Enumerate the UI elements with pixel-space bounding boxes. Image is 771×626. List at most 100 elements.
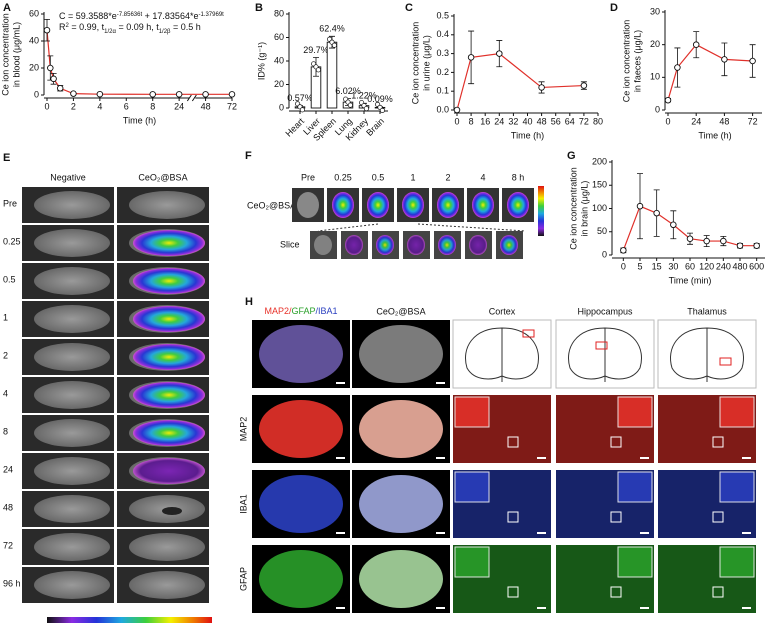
x-tick-label: 0 (454, 116, 459, 126)
time-label: 2 (445, 172, 450, 182)
time-label: 0.25 (334, 172, 352, 182)
row-label: Slice (280, 239, 300, 249)
time-label: 8 h (512, 172, 525, 182)
bar-annotation: 1.22% (351, 91, 377, 101)
marker (70, 90, 77, 97)
inset (617, 546, 653, 578)
marker (580, 82, 588, 89)
sample-dot (299, 107, 305, 113)
mouse (34, 229, 110, 257)
x-tick-label: 2 (71, 101, 76, 111)
signal (162, 507, 182, 515)
inset (719, 546, 755, 578)
y-tick-label: 20 (274, 79, 284, 89)
annotation: C = 59.3588*e-7.85636t + 17.83564*e-1.37… (59, 11, 224, 21)
brain-section (259, 325, 343, 383)
y-tick-label: 40 (29, 35, 39, 45)
column-header: Thalamus (687, 306, 727, 316)
panel-letter: G (567, 150, 576, 162)
x-tick-label: 72 (227, 101, 237, 111)
color-bar (47, 617, 212, 623)
mouse (129, 533, 205, 561)
marker (228, 91, 236, 98)
x-tick-label: 5 (637, 261, 642, 271)
marker (496, 50, 503, 57)
x-tick-label: Brain (364, 116, 386, 138)
marker (749, 57, 756, 65)
annotation-part: + 17.83564*e (142, 11, 198, 21)
row-label: 2 (3, 350, 8, 360)
brain (402, 192, 424, 218)
row-label: GFAP (238, 567, 248, 591)
y-tick-label: 0.3 (436, 48, 449, 58)
slice (469, 235, 487, 255)
brain (297, 192, 319, 218)
x-tick-label: 64 (565, 116, 575, 126)
panel-letter: F (245, 150, 252, 162)
marker (538, 84, 545, 91)
annotation-part: -7.85636t (117, 12, 143, 18)
marker (636, 202, 644, 210)
x-tick-label: 80 (593, 116, 603, 126)
marker (50, 75, 57, 83)
x-axis-label: Time (min) (669, 275, 712, 285)
y-tick-label: 80 (274, 8, 284, 18)
roi-box (712, 586, 724, 598)
y-tick-label: 100 (592, 203, 607, 213)
y-tick-label: 200 (592, 156, 607, 166)
time-label: 4 (480, 172, 485, 182)
row-label: 0.25 (3, 236, 21, 246)
x-tick-label: 8 (469, 116, 474, 126)
x-tick-label: 30 (668, 261, 678, 271)
marker (47, 64, 54, 72)
marker (720, 237, 727, 245)
x-tick-label: 60 (685, 261, 695, 271)
inset (454, 396, 490, 428)
roi-box (610, 586, 622, 598)
brain (472, 192, 494, 218)
brain-section (259, 400, 343, 458)
mouse (34, 419, 110, 447)
brain-section (259, 475, 343, 533)
y-axis-label: in brain (μg/L) (579, 181, 589, 237)
color-bar (538, 186, 544, 236)
marker (686, 235, 694, 242)
x-tick-label: 15 (652, 261, 662, 271)
y-axis-label: in faeces (μg/L) (632, 30, 642, 92)
sample-dot (379, 107, 385, 113)
annotation-part: = 0.09 h, t (116, 22, 159, 32)
axis-break (186, 94, 197, 102)
annotation-part: C = 59.3588*e (59, 11, 117, 21)
sample-dot (363, 106, 369, 112)
signal (133, 458, 205, 484)
atlas-outline (670, 327, 744, 382)
mouse (34, 343, 110, 371)
atlas-outline (465, 327, 539, 382)
y-tick-label: 40 (274, 55, 284, 65)
zoom-guide (317, 223, 526, 232)
annotation-part: = 0.5 h (171, 22, 201, 32)
y-axis-label: Ce ion concentration (410, 22, 420, 105)
y-tick-label: 60 (29, 8, 39, 18)
panel-letter: A (3, 2, 11, 14)
marker (670, 221, 677, 229)
column-header: Hippocampus (577, 306, 633, 316)
header-part: MAP2 (264, 306, 289, 316)
x-tick-label: 72 (748, 116, 758, 126)
column-header: Cortex (489, 306, 516, 316)
column-header: MAP2/GFAP/IBA1 (264, 306, 337, 316)
signal (133, 420, 205, 446)
brain-section (359, 325, 443, 383)
y-tick-label: 0 (655, 104, 660, 114)
inset (454, 546, 490, 578)
marker (664, 96, 672, 104)
y-tick-label: 0.2 (436, 67, 449, 77)
annotation-part: = 0.99, t (69, 22, 105, 32)
x-tick-label: 24 (494, 116, 504, 126)
row-label: 8 (3, 426, 8, 436)
bar-annotation: 62.4% (319, 24, 345, 34)
region-box (719, 357, 732, 366)
row-label: CeO₂@BSA (247, 200, 296, 210)
y-tick-label: 0 (602, 249, 607, 259)
